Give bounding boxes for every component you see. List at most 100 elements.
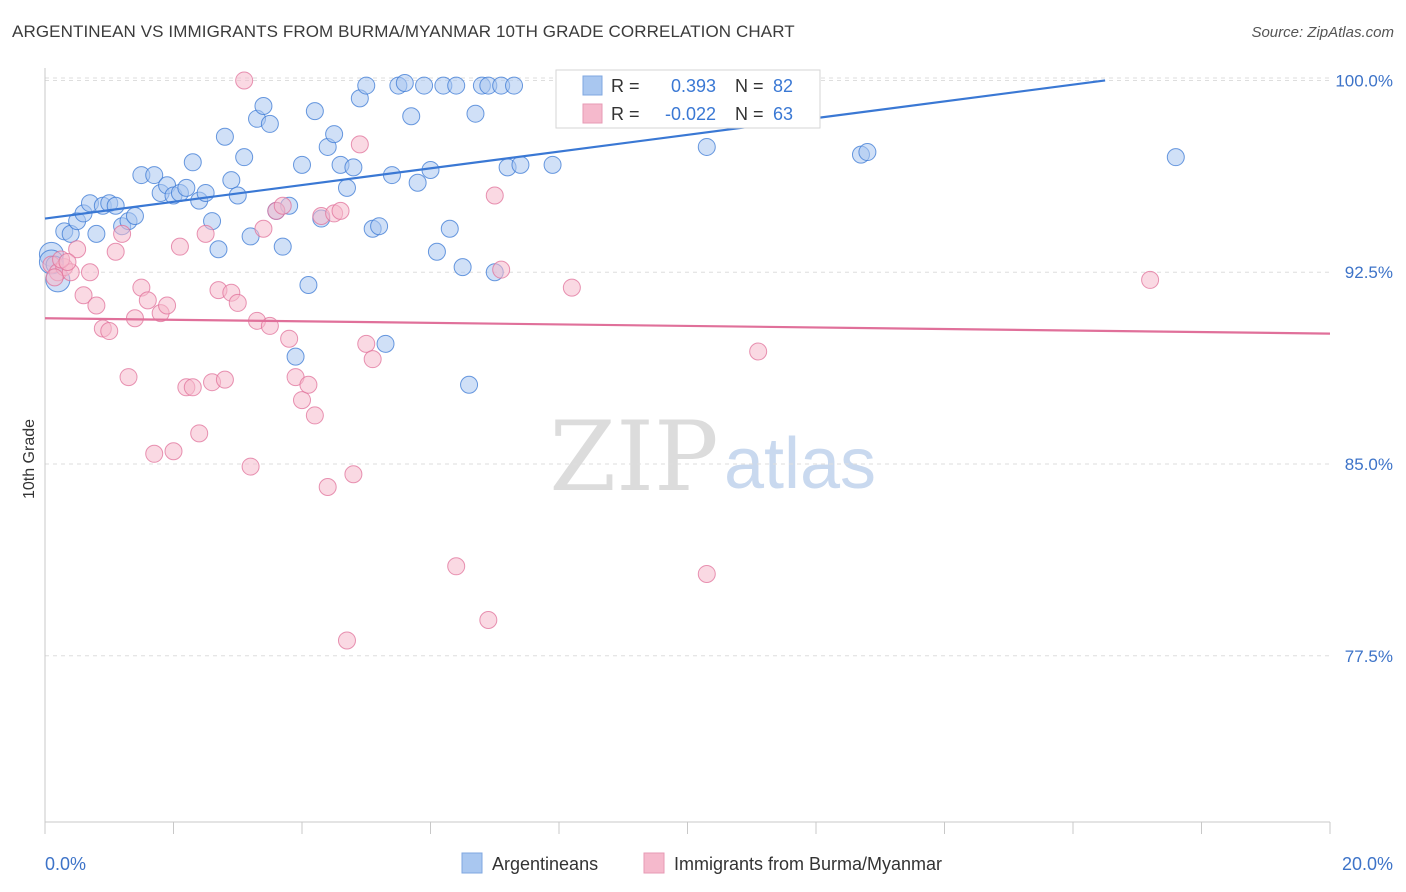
legend-swatch-argentineans xyxy=(461,852,483,874)
y-tick-label: 77.5% xyxy=(1345,647,1393,666)
point-burma xyxy=(235,71,254,90)
point-argentineans xyxy=(1166,148,1185,167)
point-burma xyxy=(87,296,106,315)
trend-lines xyxy=(44,79,1331,335)
point-argentineans xyxy=(440,219,459,238)
point-argentineans xyxy=(305,102,324,121)
legend-swatch-blue xyxy=(582,75,603,96)
point-burma xyxy=(228,293,247,312)
point-burma xyxy=(164,442,183,461)
point-burma xyxy=(1141,270,1160,289)
point-burma xyxy=(183,378,202,397)
legend-r-value-1: 0.393 xyxy=(671,76,716,96)
point-burma xyxy=(80,263,99,282)
point-burma xyxy=(299,375,318,394)
y-tick-label: 85.0% xyxy=(1345,455,1393,474)
y-tick-label: 92.5% xyxy=(1345,263,1393,282)
point-argentineans xyxy=(228,186,247,205)
point-burma xyxy=(58,253,77,272)
point-argentineans xyxy=(408,173,427,192)
point-argentineans xyxy=(293,155,311,174)
point-burma xyxy=(447,557,466,576)
point-burma xyxy=(293,391,311,410)
point-burma xyxy=(485,186,504,205)
legend-n-label-1: N = xyxy=(735,76,764,96)
point-argentineans xyxy=(222,171,241,190)
legend-label-burma: Immigrants from Burma/Myanmar xyxy=(674,854,942,874)
point-burma xyxy=(331,201,350,220)
point-argentineans xyxy=(260,114,279,133)
point-argentineans xyxy=(376,334,395,353)
point-burma xyxy=(254,219,273,238)
legend-swatch-burma xyxy=(643,852,665,874)
point-argentineans xyxy=(215,127,234,146)
point-burma xyxy=(344,465,363,484)
point-argentineans xyxy=(858,143,877,162)
point-burma xyxy=(479,610,498,629)
point-burma xyxy=(357,334,376,353)
point-burma xyxy=(273,196,292,215)
axes xyxy=(44,68,1331,834)
point-argentineans xyxy=(325,125,344,144)
tick-labels: 100.0% 92.5% 85.0% 77.5% 0.0% 20.0% xyxy=(45,71,1393,874)
point-burma xyxy=(100,322,119,341)
point-burma xyxy=(190,424,209,443)
y-tick-label: 100.0% xyxy=(1335,71,1393,90)
point-argentineans xyxy=(415,76,434,95)
point-argentineans xyxy=(697,137,716,156)
point-argentineans xyxy=(427,242,446,261)
watermark-zip: ZIP xyxy=(549,401,718,513)
legend-n-label-2: N = xyxy=(735,104,764,124)
point-argentineans xyxy=(145,166,164,185)
point-argentineans xyxy=(254,97,273,116)
point-argentineans xyxy=(235,148,254,167)
point-argentineans xyxy=(87,224,106,243)
point-argentineans xyxy=(106,196,125,215)
point-burma xyxy=(74,286,93,305)
point-argentineans xyxy=(447,76,466,95)
point-argentineans xyxy=(357,76,376,95)
legend-label-argentineans: Argentineans xyxy=(492,854,598,874)
point-argentineans xyxy=(299,276,318,295)
point-argentineans xyxy=(511,155,530,174)
point-burma xyxy=(363,350,382,369)
legend-n-value-2: 63 xyxy=(773,104,793,124)
point-burma xyxy=(113,224,132,243)
legend-r-label-2: R = xyxy=(611,104,640,124)
point-argentineans xyxy=(370,217,389,236)
point-burma xyxy=(196,224,215,243)
source-label: Source: ZipAtlas.com xyxy=(1251,24,1394,41)
x-tick-label: 20.0% xyxy=(1342,854,1393,874)
point-burma xyxy=(280,329,299,348)
point-burma xyxy=(337,631,356,650)
point-argentineans xyxy=(183,153,202,172)
legend-r-label-1: R = xyxy=(611,76,640,96)
point-burma xyxy=(350,135,369,154)
point-argentineans xyxy=(453,258,472,277)
top-legend: R = 0.393 N = 82 R = -0.022 N = 63 xyxy=(555,69,821,129)
bottom-legend: Argentineans Immigrants from Burma/Myanm… xyxy=(461,852,942,874)
y-axis-label: 10th Grade xyxy=(21,419,38,499)
point-argentineans xyxy=(460,375,479,394)
trend-line-burma xyxy=(44,317,1331,335)
point-burma xyxy=(697,564,716,583)
chart-title: ARGENTINEAN VS IMMIGRANTS FROM BURMA/MYA… xyxy=(12,22,795,41)
point-argentineans xyxy=(209,240,228,259)
point-argentineans xyxy=(505,76,524,95)
legend-swatch-pink xyxy=(582,103,603,124)
point-argentineans xyxy=(286,347,305,366)
point-argentineans xyxy=(177,178,196,197)
point-burma xyxy=(749,342,768,361)
point-argentineans xyxy=(337,178,356,197)
point-burma xyxy=(562,278,581,297)
point-burma xyxy=(45,268,64,287)
point-burma xyxy=(492,260,511,279)
x-tick-label: 0.0% xyxy=(45,854,86,874)
point-burma xyxy=(119,368,138,387)
point-argentineans xyxy=(395,74,414,93)
point-argentineans xyxy=(125,206,144,225)
point-burma xyxy=(158,296,177,315)
point-burma xyxy=(145,444,164,463)
point-burma xyxy=(305,406,324,425)
